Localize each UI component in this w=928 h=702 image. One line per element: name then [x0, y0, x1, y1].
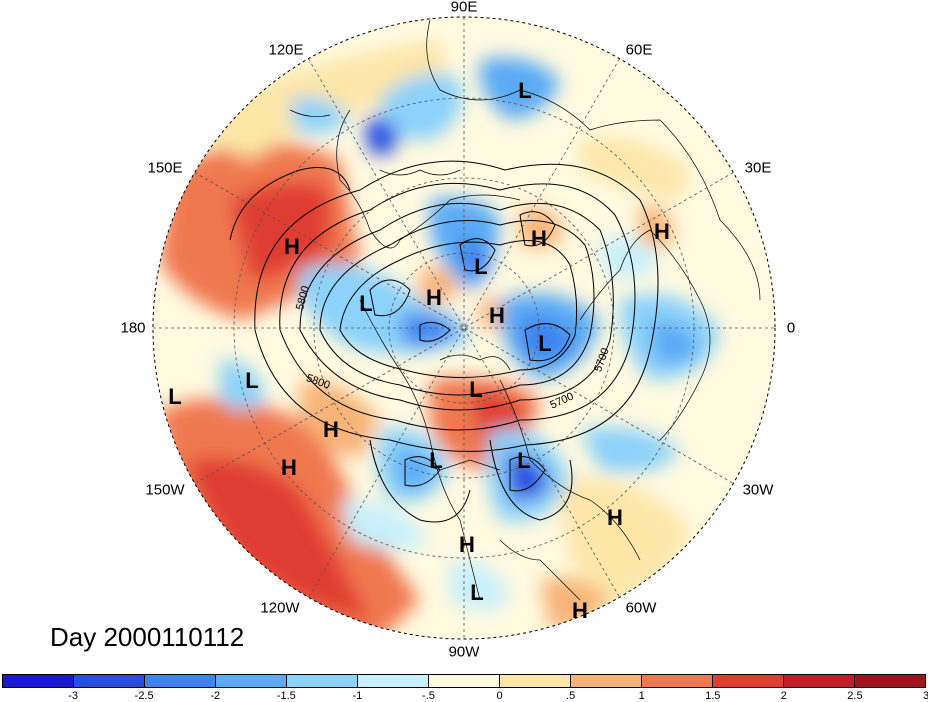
pressure-system-marker: H: [284, 234, 300, 259]
pressure-system-marker: L: [168, 384, 182, 409]
colorbar-tick-label: 1: [638, 690, 645, 702]
pressure-system-marker: H: [459, 532, 475, 557]
pressure-system-marker: L: [359, 291, 373, 316]
coastlines: [289, 19, 761, 601]
contour-lines: [229, 160, 659, 523]
colorbar-swatch: [571, 675, 642, 687]
lon-label-180: 180: [120, 319, 146, 337]
pressure-system-marker: H: [654, 219, 670, 244]
pressure-system-marker: H: [531, 226, 547, 251]
lon-label-120e: 120E: [268, 41, 304, 59]
colorbar-swatch: [358, 675, 429, 687]
colorbar-swatch: [74, 675, 145, 687]
pressure-system-marker: L: [538, 331, 552, 356]
map-boundary: [152, 16, 776, 640]
lon-label-150e: 150E: [147, 159, 183, 177]
colorbar-tick-label: -3: [68, 690, 78, 702]
colorbar-swatch: [287, 675, 358, 687]
pressure-system-marker: L: [517, 448, 531, 473]
colorbar-tick-label: -2: [210, 690, 221, 702]
colorbar-tick-label: -.5: [422, 690, 435, 702]
pressure-system-marker: L: [469, 377, 483, 402]
colorbar-swatch: [3, 675, 74, 687]
colorbar-swatch: [500, 675, 571, 687]
pressure-system-marker: L: [474, 254, 488, 279]
pressure-system-marker: H: [426, 285, 442, 310]
colorbar-tick-label: 2: [780, 690, 787, 702]
lon-label-60e: 60E: [625, 41, 653, 59]
pressure-system-marker: L: [470, 580, 484, 605]
colorbar: [2, 674, 926, 688]
colorbar-tick-label: 0: [496, 690, 503, 702]
lon-label-30e: 30E: [744, 159, 772, 177]
pressure-system-marker: H: [489, 303, 505, 328]
graticule: [153, 17, 775, 639]
lon-label-90e: 90E: [450, 0, 478, 16]
pressure-system-marker: H: [607, 505, 623, 530]
colorbar-tick-label: -1.5: [276, 690, 296, 702]
lon-label-0: 0: [786, 319, 796, 337]
lon-label-30w: 30W: [742, 481, 774, 499]
lon-label-120w: 120W: [260, 599, 300, 617]
pressure-system-marker: H: [572, 598, 588, 623]
colorbar-swatch: [216, 675, 287, 687]
colorbar-tick-label: 2.5: [847, 690, 863, 702]
colorbar-tick-label: -2.5: [134, 690, 154, 702]
colorbar-swatch: [429, 675, 500, 687]
colorbar-tick-label: 1.5: [705, 690, 721, 702]
colorbar-tick-label: -1: [352, 690, 363, 702]
lon-label-90w: 90W: [448, 643, 480, 661]
colorbar-swatch: [713, 675, 784, 687]
colorbar-swatch: [855, 675, 925, 687]
colorbar-swatch: [145, 675, 216, 687]
pressure-system-marker: L: [429, 448, 443, 473]
pressure-system-marker: H: [281, 455, 297, 480]
colorbar-swatch: [784, 675, 855, 687]
colorbar-swatch: [642, 675, 713, 687]
map-title: Day 2000110112: [50, 622, 245, 652]
lon-label-60w: 60W: [625, 599, 657, 617]
pressure-system-marker: H: [323, 417, 339, 442]
pressure-system-marker: L: [245, 368, 259, 393]
colorbar-tick-label: .5: [566, 690, 576, 702]
colorbar-tick-label: 3: [922, 690, 928, 702]
lon-label-150w: 150W: [145, 481, 185, 499]
pressure-system-marker: L: [518, 78, 532, 103]
